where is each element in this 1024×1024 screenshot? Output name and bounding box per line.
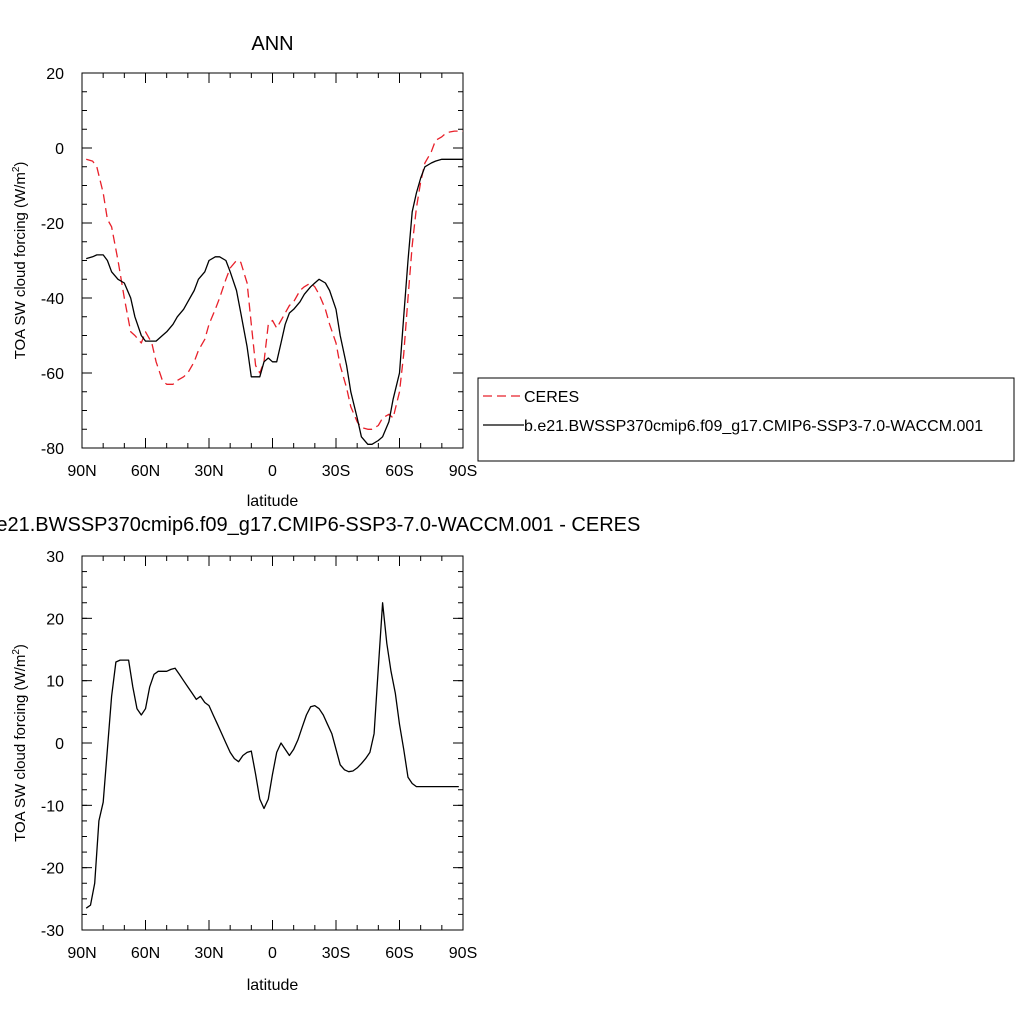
y-tick-label: -20 bbox=[41, 216, 64, 233]
y-tick-label: -60 bbox=[41, 366, 64, 383]
x-tick-label: 90S bbox=[449, 945, 477, 962]
y-tick-label: 20 bbox=[46, 66, 64, 83]
plot-frame bbox=[81, 555, 464, 931]
y-axis-label-end: ) bbox=[12, 644, 29, 649]
chart-1: ANN -80 -60 -40 -20 0 20 90N 60N 30N 0 30S 60S 90S lat… bbox=[11, 33, 1015, 510]
y-tick-label: 0 bbox=[55, 141, 64, 158]
y-axis-label-sup: 2 bbox=[11, 649, 22, 655]
y-tick-label: 0 bbox=[55, 736, 64, 753]
y-axis-label: TOA SW cloud forcing (W/m2) bbox=[11, 162, 29, 360]
chart-title: b.e21.BWSSP370cmip6.f09_g17.CMIP6-SSP3-7… bbox=[0, 514, 640, 536]
y-tick-label: -20 bbox=[41, 861, 64, 878]
y-axis-label: TOA SW cloud forcing (W/m2) bbox=[11, 644, 29, 842]
series-line-difference bbox=[85, 602, 459, 909]
y-axis-label-end: ) bbox=[12, 162, 29, 167]
chart-title: ANN bbox=[251, 33, 293, 55]
y-tick-label: 10 bbox=[46, 674, 64, 691]
legend-box bbox=[477, 377, 1015, 462]
x-tick-label: 0 bbox=[268, 945, 277, 962]
x-tick-label: 30N bbox=[194, 463, 223, 480]
x-tick-label: 30N bbox=[194, 945, 223, 962]
x-tick-label: 0 bbox=[268, 463, 277, 480]
x-tick-label: 30S bbox=[322, 945, 350, 962]
y-axis-label-text: TOA SW cloud forcing (W/m bbox=[12, 655, 29, 842]
x-axis-label: latitude bbox=[247, 493, 299, 510]
y-tick-label: -80 bbox=[41, 441, 64, 458]
x-tick-label: 60S bbox=[385, 945, 413, 962]
x-tick-label: 60N bbox=[131, 945, 160, 962]
plot-frame bbox=[81, 72, 464, 449]
x-axis-label: latitude bbox=[247, 977, 299, 994]
y-axis-label-sup: 2 bbox=[11, 166, 22, 172]
y-tick-label: 30 bbox=[46, 549, 64, 566]
x-tick-label: 60S bbox=[385, 463, 413, 480]
legend-label-1: CERES bbox=[524, 389, 579, 406]
x-tick-label: 30S bbox=[322, 463, 350, 480]
x-tick-label: 90S bbox=[449, 463, 477, 480]
y-axis-label-text: TOA SW cloud forcing (W/m bbox=[12, 172, 29, 359]
x-tick-label: 60N bbox=[131, 463, 160, 480]
chart-2: b.e21.BWSSP370cmip6.f09_g17.CMIP6-SSP3-7… bbox=[0, 514, 640, 994]
y-tick-label: 20 bbox=[46, 611, 64, 628]
series-line-b-e21-bwssp370cmip6-f09-g17-cm bbox=[86, 158, 463, 445]
x-tick-label: 90N bbox=[67, 945, 96, 962]
series-line-ceres bbox=[86, 130, 463, 430]
x-tick-label: 90N bbox=[67, 463, 96, 480]
y-tick-label: -40 bbox=[41, 291, 64, 308]
legend-label-2: b.e21.BWSSP370cmip6.f09_g17.CMIP6-SSP3-7… bbox=[524, 418, 983, 435]
y-tick-label: -10 bbox=[41, 798, 64, 815]
y-tick-label: -30 bbox=[41, 923, 64, 940]
